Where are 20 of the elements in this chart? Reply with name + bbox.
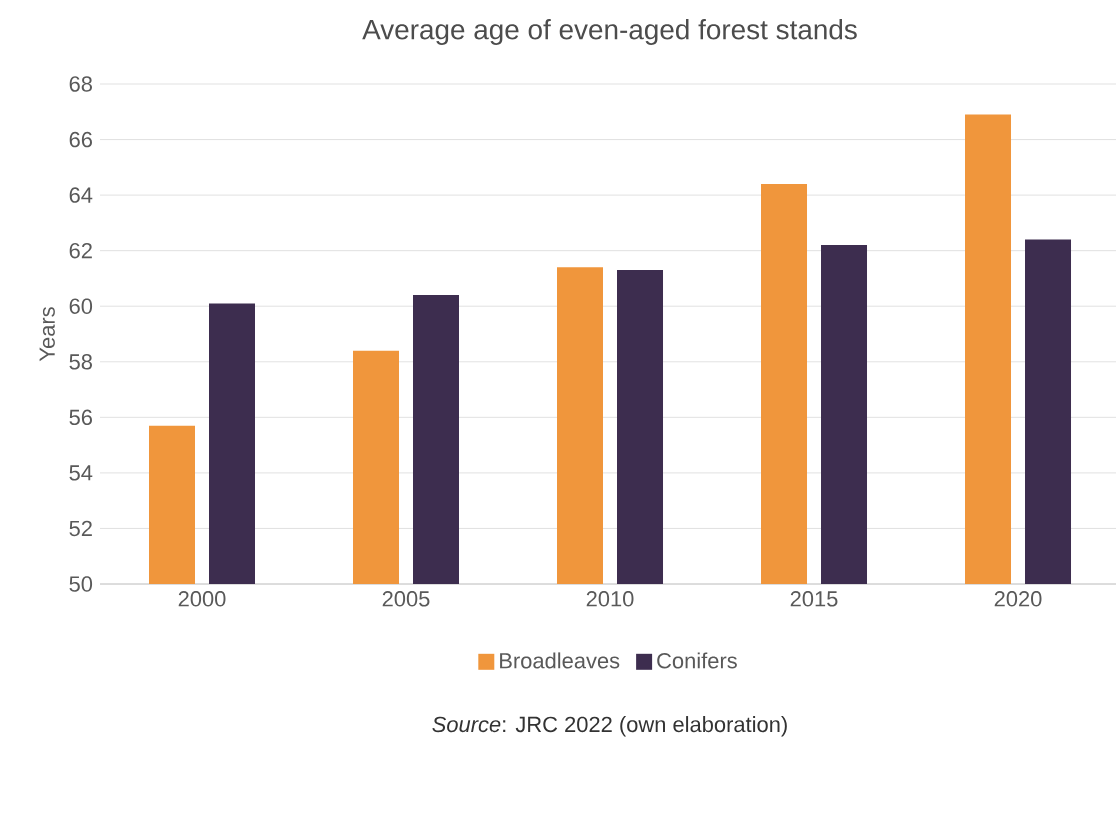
y-tick-label: 64 bbox=[69, 187, 93, 203]
x-tick-label: 2000 bbox=[178, 591, 226, 607]
y-tick-label: 58 bbox=[69, 354, 92, 370]
y-tick-label: 54 bbox=[69, 465, 93, 481]
y-tick-label: 60 bbox=[69, 298, 93, 314]
x-tick-label: 2005 bbox=[382, 591, 430, 607]
x-tick-label: 2020 bbox=[994, 591, 1042, 607]
x-tick-label: 2015 bbox=[790, 591, 838, 607]
chart-title: Average age of even-aged forest stands bbox=[362, 19, 857, 45]
legend-label: Broadleaves bbox=[500, 652, 620, 669]
y-tick-label: 50 bbox=[69, 576, 93, 592]
x-tick-label: 2010 bbox=[586, 591, 634, 607]
legend-label: Conifers bbox=[657, 652, 737, 669]
y-tick-label: 56 bbox=[69, 409, 92, 426]
y-tick-label: 52 bbox=[69, 520, 92, 537]
text: Source: JRC 2022 (own elaboration) bbox=[432, 716, 787, 737]
y-tick-label: 66 bbox=[69, 131, 92, 148]
y-tick-label: 62 bbox=[69, 242, 92, 259]
y-tick-label: 68 bbox=[69, 76, 92, 92]
y-axis-title: Years bbox=[39, 307, 55, 362]
